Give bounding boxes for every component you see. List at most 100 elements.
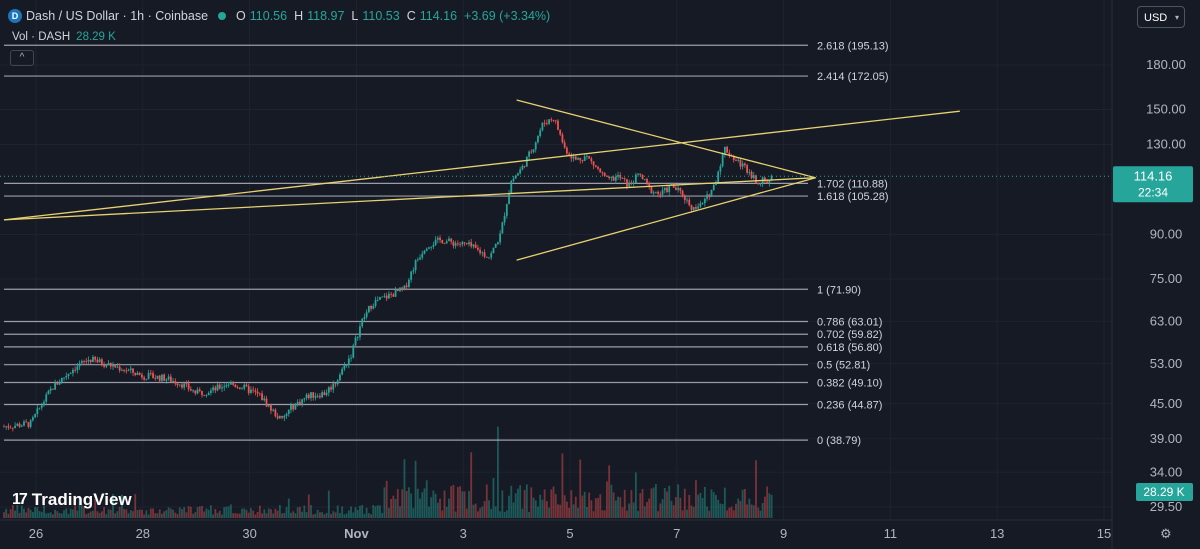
candle-body <box>643 179 646 180</box>
volume-bar <box>690 505 693 518</box>
volume-bar <box>40 511 43 518</box>
candle-body <box>278 416 281 419</box>
volume-bar <box>586 507 588 518</box>
volume-bar <box>583 491 586 518</box>
volume-bar <box>107 509 110 518</box>
candle-body <box>29 420 32 427</box>
volume-bar <box>599 494 602 518</box>
candle-body <box>657 191 660 194</box>
volume-bar <box>232 513 235 518</box>
candle-body <box>634 174 637 184</box>
symbol-title[interactable]: Dash / US Dollar · 1h · Coinbase <box>26 9 209 23</box>
candle-body <box>581 160 584 162</box>
volume-bar <box>365 507 368 518</box>
volume-bar <box>383 487 386 518</box>
volume-bar <box>350 506 352 518</box>
trendlines <box>3 99 960 261</box>
candle-body <box>759 183 762 185</box>
candle-body <box>396 289 399 292</box>
volume-bar <box>439 498 441 518</box>
volume-bar <box>490 508 493 518</box>
volume-bar <box>361 504 364 518</box>
candle-body <box>710 190 713 198</box>
candle-body <box>305 394 308 399</box>
volume-bar <box>109 509 112 518</box>
volume-bar <box>143 514 146 518</box>
volume-bar <box>572 504 575 518</box>
volume-bar <box>699 492 702 518</box>
volume-bar <box>574 496 577 518</box>
candle-body <box>701 203 704 204</box>
settings-gear-icon[interactable]: ⚙ <box>1160 526 1172 541</box>
volume-bar <box>528 511 530 518</box>
candle-body <box>692 207 695 210</box>
candle-body <box>423 250 426 254</box>
volume-bar <box>548 507 550 518</box>
volume-bar <box>263 509 266 518</box>
date-tick-label: 13 <box>990 526 1004 541</box>
trendline[interactable] <box>516 99 816 179</box>
volume-bar <box>499 511 502 518</box>
volume-bar <box>643 506 646 518</box>
date-tick-label: 26 <box>29 526 43 541</box>
trendline[interactable] <box>3 177 816 221</box>
trendline[interactable] <box>516 177 816 261</box>
change-value: +3.69 (+3.34%) <box>464 9 551 23</box>
candle-body <box>89 359 92 363</box>
volume-bar <box>505 510 508 518</box>
candle-body <box>214 387 217 391</box>
trendline[interactable] <box>3 110 960 221</box>
candle-body <box>178 384 181 386</box>
candle-body <box>499 233 502 243</box>
candle-body <box>737 159 740 161</box>
volume-bar <box>610 484 613 518</box>
candle-body <box>594 165 597 167</box>
currency-label: USD <box>1144 12 1168 24</box>
volume-bar <box>670 500 673 518</box>
volume-bar <box>327 490 330 518</box>
chevron-down-icon: ▾ <box>1174 13 1179 22</box>
open-value: 110.56 <box>249 9 288 23</box>
tradingview-logo[interactable]: 17 TradingView <box>12 490 132 510</box>
volume-bar <box>270 509 272 518</box>
price-tick-label: 63.00 <box>1150 314 1183 329</box>
candle-body <box>741 163 744 167</box>
volume-bar <box>25 512 28 518</box>
candle-body <box>650 186 653 194</box>
currency-button[interactable]: USD ▾ <box>1137 6 1185 28</box>
volume-bar <box>16 504 19 518</box>
candle-body <box>176 383 179 386</box>
volume-bar <box>448 498 450 518</box>
candle-body <box>628 182 631 187</box>
candle-body <box>103 364 105 367</box>
volume-bar <box>298 506 301 518</box>
volume-bar <box>592 511 595 518</box>
volume-bar <box>274 508 277 518</box>
candle-body <box>100 359 103 365</box>
volume-bar <box>494 506 497 518</box>
volume-bar <box>76 510 79 518</box>
candle-body <box>443 243 446 244</box>
candle-body <box>325 392 328 395</box>
volume-badge-label: 28.29 K <box>1143 485 1184 499</box>
volume-bar <box>510 485 513 518</box>
volume-legend[interactable]: Vol · DASH 28.29 K <box>12 31 116 43</box>
collapse-legend-button[interactable]: ^ <box>10 50 34 66</box>
price-tick-label: 180.00 <box>1146 57 1186 72</box>
candle-body <box>419 257 421 260</box>
candle-body <box>732 155 735 161</box>
volume-bar <box>715 494 717 518</box>
volume-bar <box>652 487 655 518</box>
volume-bar <box>399 506 401 518</box>
volume-bar <box>697 494 700 518</box>
candle-body <box>359 326 361 338</box>
candle-body <box>728 152 731 156</box>
volume-bar <box>746 504 749 518</box>
candle-body <box>512 178 515 181</box>
candle-body <box>136 372 139 375</box>
volume-bar <box>628 503 631 518</box>
volume-bar <box>163 511 166 518</box>
candle-body <box>49 388 52 391</box>
candle-body <box>85 361 88 362</box>
